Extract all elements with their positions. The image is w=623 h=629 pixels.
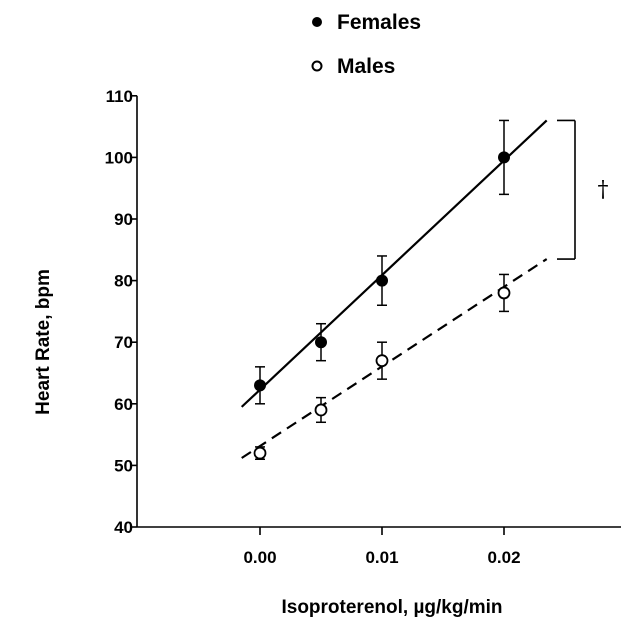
y-tick-label: 100 [105, 148, 133, 167]
legend: Females Males [311, 11, 421, 78]
x-tick-label: 0.00 [243, 548, 276, 567]
y-tick-label: 110 [106, 87, 133, 106]
y-tick-label: 40 [114, 518, 133, 537]
data-point-females [498, 151, 510, 164]
plot-marks [240, 119, 548, 460]
legend-marker-males [311, 60, 323, 72]
legend-label-males: Males [337, 55, 395, 78]
data-point-males [375, 354, 389, 368]
y-tick-label: 50 [114, 456, 133, 475]
x-axis-title: Isoproterenol, µg/kg/min [281, 597, 502, 618]
significance-bracket: † [557, 119, 609, 260]
x-tick-label: 0.02 [487, 548, 520, 567]
data-point-males [314, 403, 328, 417]
data-point-males [253, 446, 267, 460]
data-point-males [497, 286, 511, 300]
fit-line-females [240, 119, 548, 408]
fit-line-males [241, 258, 548, 459]
significance-symbol: † [598, 178, 609, 203]
y-axis-title: Heart Rate, bpm [33, 269, 54, 415]
legend-label-females: Females [337, 11, 421, 34]
data-point-females [254, 379, 266, 392]
y-tick-label: 80 [114, 272, 133, 291]
data-point-females [315, 336, 327, 349]
x-tick-label: 0.01 [365, 548, 398, 567]
y-tick-label: 70 [114, 333, 133, 352]
y-tick-label: 90 [114, 210, 133, 229]
y-tick-label: 60 [114, 395, 133, 414]
data-point-females [376, 274, 388, 287]
legend-marker-females [312, 17, 322, 27]
axes: 40 50 60 70 80 90 100 110 0.00 0.01 0.02 [105, 87, 621, 567]
